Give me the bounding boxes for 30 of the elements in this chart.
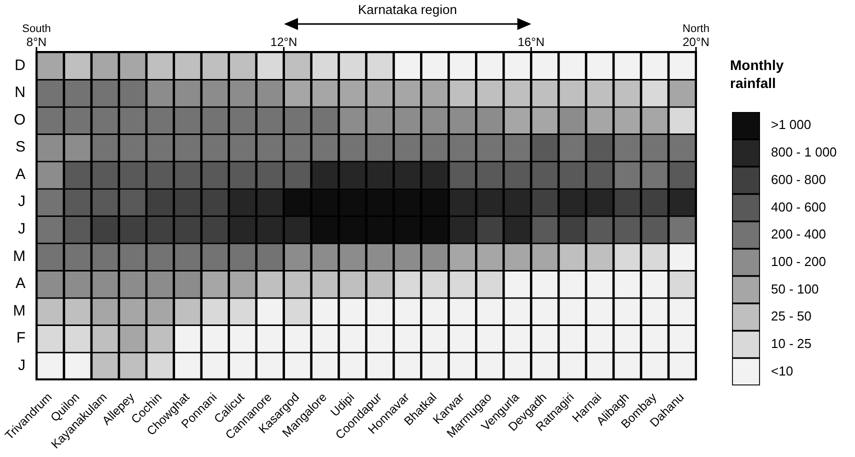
text: North — [682, 23, 710, 35]
color-bar-label: 50 - 100 — [771, 281, 819, 296]
y-tick-label: J — [18, 356, 26, 374]
y-tick-label: M — [12, 302, 26, 320]
color-bar-label: 100 - 200 — [771, 254, 826, 269]
y-tick-label: F — [16, 330, 26, 347]
y-tick-label: J — [18, 193, 26, 210]
y-tick-label: M — [12, 248, 26, 265]
text: South — [22, 23, 51, 35]
text: 20°N — [682, 35, 710, 49]
color-bar-label: 200 - 400 — [771, 226, 826, 242]
y-tick-label: A — [15, 275, 26, 292]
text: 16°N — [518, 35, 545, 49]
color-bar-label: >1 000 — [771, 117, 812, 132]
y-tick-label: J — [18, 220, 26, 238]
color-bar-label: 600 - 800 — [771, 172, 826, 187]
text: Karnataka region — [358, 2, 457, 17]
text: 8°N — [26, 35, 47, 49]
color-bar-label: 10 - 25 — [771, 336, 812, 351]
y-tick-label: S — [15, 138, 26, 156]
text: 12°N — [270, 35, 298, 49]
y-tick-label: O — [14, 111, 26, 128]
y-tick-label: D — [14, 56, 26, 74]
y-tick-label: N — [14, 84, 26, 102]
y-tick-label: A — [15, 166, 26, 183]
color-bar-title: Monthly rainfall — [730, 56, 785, 92]
color-bar-label: <10 — [771, 363, 794, 378]
color-bar-label: 25 - 50 — [771, 308, 812, 324]
color-bar-label: 400 - 600 — [771, 199, 826, 214]
color-bar-label: 800 - 1 000 — [771, 144, 837, 160]
